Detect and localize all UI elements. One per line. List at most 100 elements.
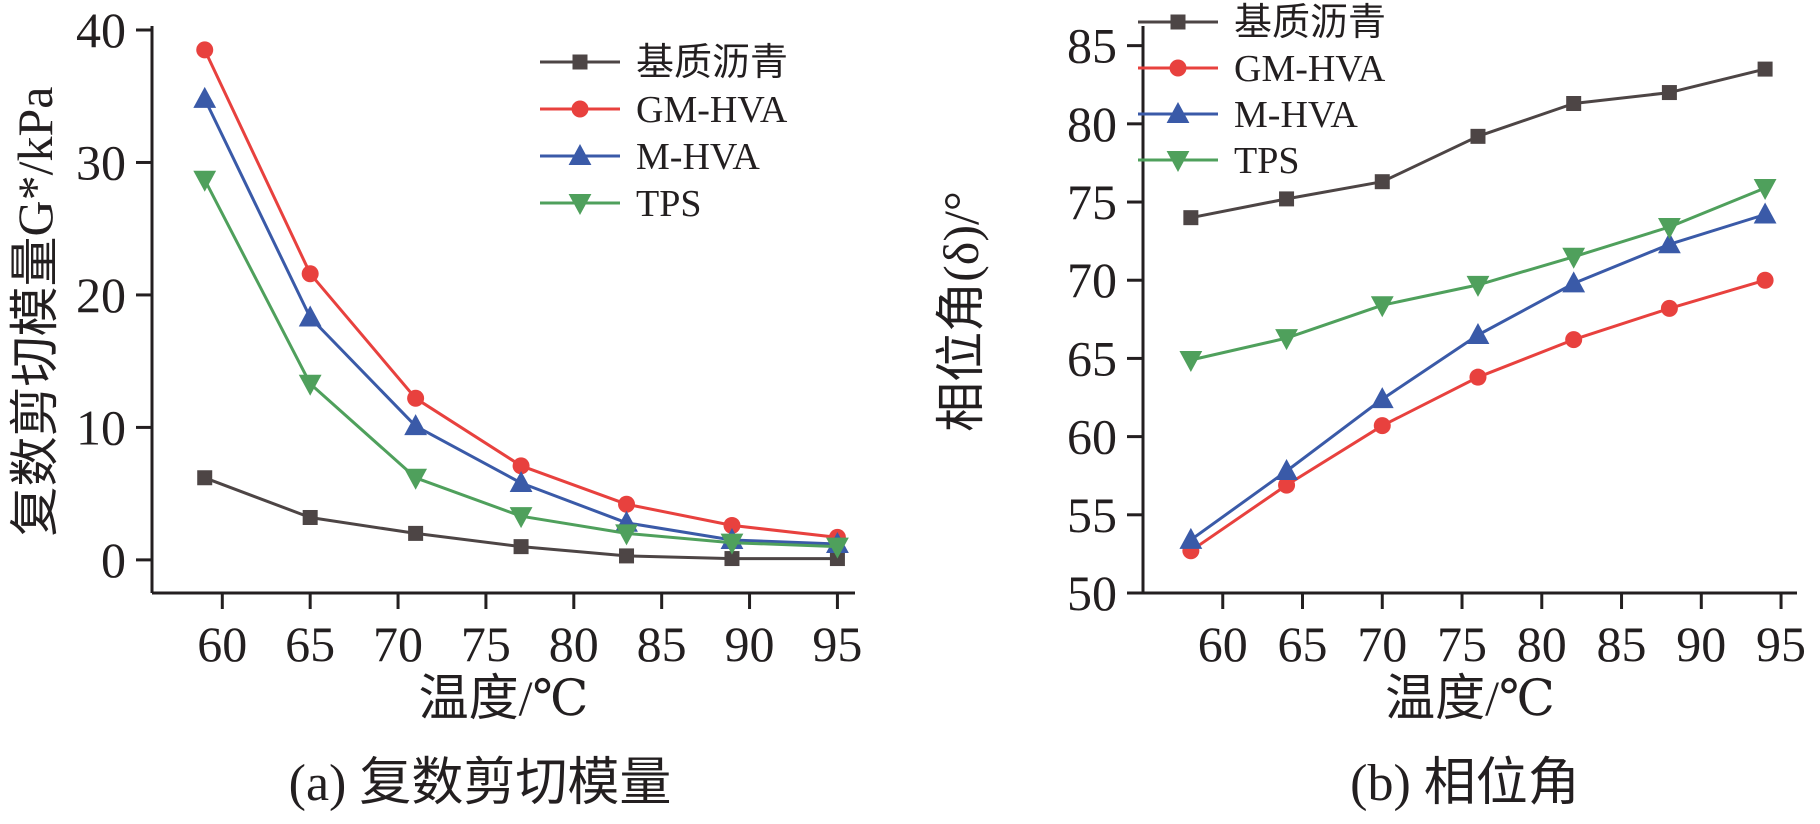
data-point: [1370, 296, 1394, 318]
data-point: [1179, 350, 1203, 372]
x-tick-label: 70: [373, 616, 423, 672]
data-point: [193, 86, 217, 108]
data-point: [724, 551, 740, 567]
legend-marker: [568, 194, 592, 215]
x-tick-label: 60: [197, 616, 247, 672]
y-axis-title: 复数剪切模量G*/kPa: [7, 87, 63, 537]
y-tick-label: 65: [1067, 330, 1117, 386]
x-tick-label: 90: [725, 616, 775, 672]
data-point: [1756, 271, 1774, 289]
data-point: [1753, 202, 1777, 224]
data-point: [1279, 191, 1295, 207]
x-tick-label: 75: [1437, 616, 1487, 672]
y-axis-title: 相位角(δ)/°: [933, 191, 989, 432]
data-point: [196, 41, 214, 59]
data-point: [1179, 527, 1203, 549]
data-point: [1657, 232, 1681, 254]
data-point: [512, 457, 530, 475]
legend-marker: [571, 100, 589, 118]
x-tick-label: 80: [1517, 616, 1567, 672]
series-1: [1183, 61, 1773, 226]
data-point: [404, 468, 428, 490]
data-point: [1757, 61, 1773, 77]
data-point: [1661, 85, 1677, 101]
y-tick-label: 10: [76, 399, 126, 455]
data-point: [720, 533, 744, 555]
chart-b: 60 65 70 75 80 85 90 95 50 55 60 65 70 75 80 85 相位角(δ)/°…: [933, 2, 1806, 812]
data-point: [1470, 128, 1486, 144]
data-point: [404, 414, 428, 436]
legend-label: M-HVA: [1234, 94, 1358, 136]
data-point: [408, 525, 424, 541]
data-point: [1275, 329, 1298, 351]
x-tick-label: 65: [1278, 616, 1328, 672]
x-tick-label: 60: [1198, 616, 1248, 672]
y-tick-label: 60: [1067, 409, 1117, 465]
data-point: [1374, 174, 1390, 190]
data-point: [619, 548, 635, 564]
x-axis-title: 温度/℃: [419, 670, 589, 726]
series-3: [1179, 202, 1777, 549]
legend-marker: [1166, 151, 1190, 172]
series-line: [1190, 278, 1766, 553]
data-point: [298, 374, 322, 396]
data-point: [1275, 459, 1298, 481]
y-tick-label: 40: [76, 2, 126, 58]
data-point: [509, 471, 533, 493]
x-tick-label: 85: [1597, 616, 1647, 672]
y-tick-label: 0: [101, 532, 126, 588]
data-point: [723, 516, 741, 534]
data-point: [197, 470, 213, 486]
x-tick-label: 70: [1357, 616, 1407, 672]
y-tick-label: 30: [76, 134, 126, 190]
data-point: [1370, 387, 1394, 409]
y-tick-label: 50: [1067, 565, 1117, 621]
x-tick-label: 75: [461, 616, 511, 672]
legend-label: GM-HVA: [636, 89, 788, 131]
data-point: [1278, 476, 1296, 494]
chart-caption: (a) 复数剪切模量: [289, 755, 672, 812]
data-point: [1469, 368, 1487, 386]
legend-marker: [1169, 59, 1187, 77]
y-tick-label: 75: [1067, 174, 1117, 230]
legend: 基质沥青 GM-HVA M-HVA TPS: [540, 42, 788, 225]
legend-label: 基质沥青: [1234, 2, 1386, 44]
series-4: [193, 170, 849, 559]
legend-label: M-HVA: [636, 136, 760, 178]
data-point: [301, 265, 319, 283]
x-axis-title: 温度/℃: [1385, 670, 1555, 726]
y-tick-label: 20: [76, 267, 126, 323]
data-point: [407, 389, 425, 407]
legend-marker: [1166, 102, 1190, 123]
x-tick-label: 65: [285, 616, 335, 672]
legend-marker: [1170, 14, 1186, 30]
legend-label: TPS: [636, 183, 701, 225]
legend-marker: [572, 54, 588, 70]
series-4: [1179, 178, 1777, 372]
data-point: [1466, 322, 1490, 344]
y-tick-label: 80: [1067, 96, 1117, 152]
legend-label: TPS: [1234, 140, 1299, 182]
data-point: [1562, 271, 1586, 293]
data-point: [1657, 218, 1681, 240]
legend-label: 基质沥青: [636, 42, 788, 84]
data-point: [618, 495, 636, 513]
data-point: [513, 539, 529, 555]
x-tick-label: 95: [812, 616, 862, 672]
data-point: [1565, 331, 1583, 349]
data-point: [1373, 417, 1391, 435]
data-point: [1566, 96, 1582, 112]
data-point: [826, 537, 849, 559]
data-point: [193, 170, 217, 192]
x-tick-label: 80: [549, 616, 599, 672]
data-point: [302, 509, 318, 525]
chart-caption: (b) 相位角: [1350, 755, 1580, 812]
data-point: [1183, 210, 1199, 226]
data-point: [1660, 299, 1678, 317]
data-point: [615, 524, 638, 546]
y-tick-label: 85: [1067, 18, 1117, 74]
data-point: [1753, 178, 1777, 200]
